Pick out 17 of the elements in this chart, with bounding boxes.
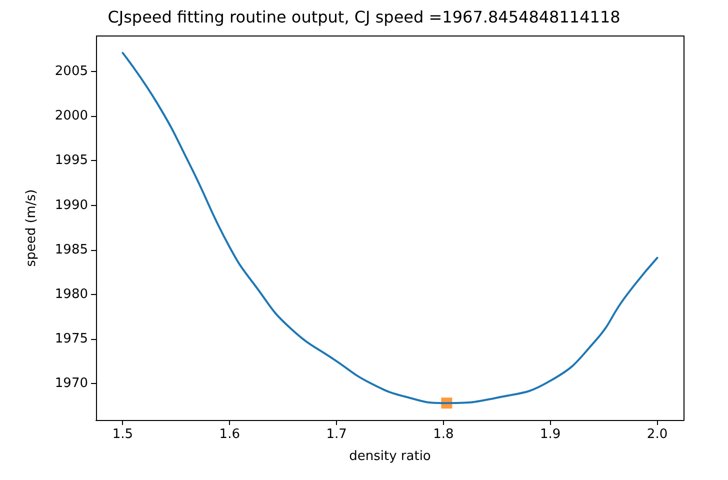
- y-tick-label: 2000: [54, 108, 88, 124]
- x-tick-label: 1.7: [326, 427, 347, 442]
- y-axis-title: speed (m/s): [24, 189, 39, 267]
- x-tick-label: 1.6: [219, 427, 240, 442]
- y-tick-label: 1995: [54, 153, 88, 168]
- x-tick-label: 2.0: [646, 427, 668, 442]
- y-tick-label: 1990: [54, 198, 88, 213]
- x-axis-title: density ratio: [349, 449, 431, 464]
- y-tick-label: 1970: [54, 376, 88, 391]
- y-tick-label: 1980: [54, 286, 88, 302]
- y-tick-label: 1985: [54, 242, 88, 258]
- y-tick-label: 2005: [54, 64, 88, 80]
- chart-title: CJspeed fitting routine output, CJ speed =1967.8454848114118: [108, 8, 620, 26]
- x-tick-label: 1.5: [112, 427, 134, 442]
- y-tick-label: 1975: [54, 331, 88, 346]
- x-tick-label: 1.9: [540, 427, 561, 442]
- x-tick-label: 1.8: [433, 427, 454, 442]
